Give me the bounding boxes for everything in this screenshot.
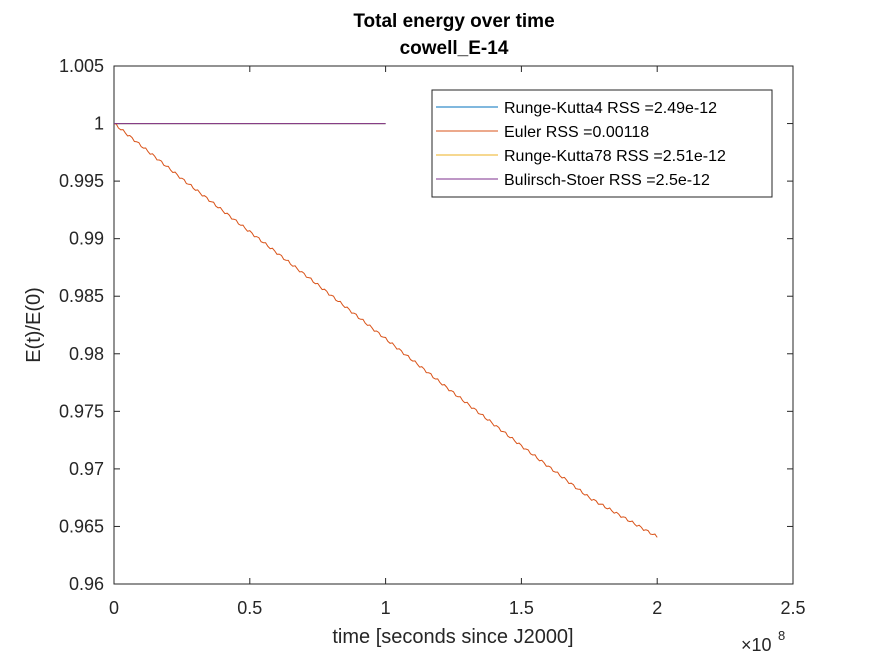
x-exponent-power: 8	[778, 628, 785, 643]
x-tick-labels: 0 0.5 1 1.5 2 2.5	[109, 598, 806, 618]
x-tick-label: 2	[652, 598, 662, 618]
legend: Runge-Kutta4 RSS =2.49e-12 Euler RSS =0.0…	[431, 89, 773, 198]
x-axis-label: time [seconds since J2000]	[332, 626, 573, 648]
x-tick-label: 1	[381, 598, 391, 618]
y-tick-label: 0.985	[59, 286, 104, 306]
x-tick-label: 2.5	[780, 598, 805, 618]
x-tick-label: 0	[109, 598, 119, 618]
x-tick-label: 0.5	[237, 598, 262, 618]
y-tick-label: 0.965	[59, 516, 104, 536]
y-tick-label: 0.96	[69, 574, 104, 594]
legend-label: Euler RSS =0.00118	[504, 124, 649, 141]
y-axis-label: E(t)/E(0)	[23, 287, 45, 363]
legend-label: Runge-Kutta4 RSS =2.49e-12	[504, 100, 717, 117]
y-tick-labels: 0.96 0.965 0.97 0.975 0.98 0.985 0.99 0.995 1 1.0…	[59, 56, 104, 594]
series-line-1	[114, 123, 658, 538]
y-tick-label: 0.99	[69, 229, 104, 249]
axis-ticks	[113, 65, 794, 585]
legend-label: Bulirsch-Stoer RSS =2.5e-12	[504, 172, 710, 189]
chart-title: Total energy over time	[353, 11, 554, 32]
y-tick-label: 1.005	[59, 56, 104, 76]
y-tick-label: 0.995	[59, 171, 104, 191]
y-tick-label: 0.98	[69, 344, 104, 364]
x-exponent: ×10 8	[741, 628, 785, 655]
y-tick-label: 0.975	[59, 401, 104, 421]
data-lines	[114, 123, 658, 538]
y-tick-label: 0.97	[69, 459, 104, 479]
y-tick-label: 1	[94, 114, 104, 134]
x-tick-label: 1.5	[509, 598, 534, 618]
x-exponent-base: ×10	[741, 635, 772, 655]
legend-label: Runge-Kutta78 RSS =2.51e-12	[504, 148, 726, 165]
chart-subtitle: cowell_E-14	[400, 38, 509, 59]
